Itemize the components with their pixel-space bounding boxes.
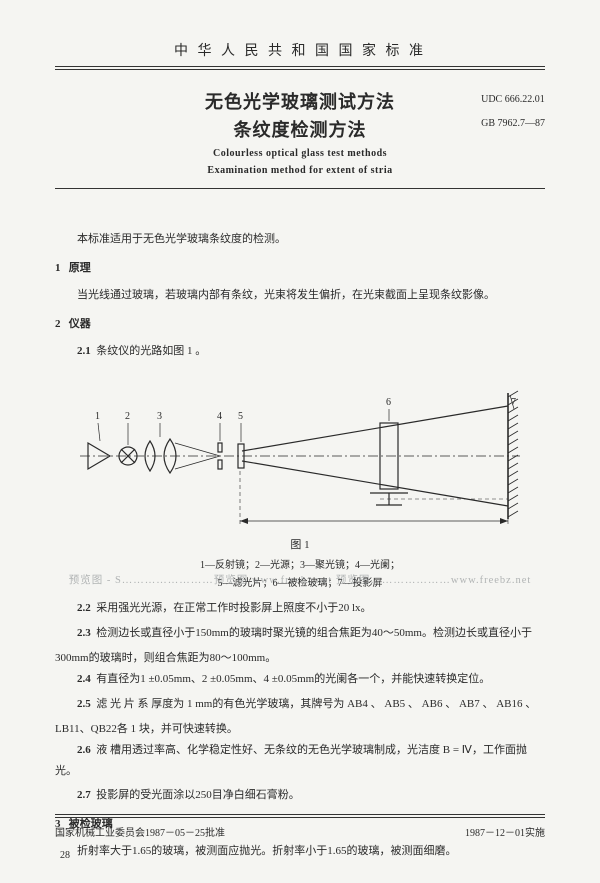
svg-text:5: 5	[238, 411, 243, 422]
footer-rule-thin	[55, 814, 545, 815]
sec2-num: 2	[55, 318, 61, 330]
sec2-4: 2.4 有直径为1 ±0.05mm、2 ±0.05mm、4 ±0.05mm的光阑…	[55, 669, 545, 690]
svg-text:4: 4	[217, 411, 222, 422]
footer-right: 1987－12－01实施	[465, 824, 545, 839]
p25-text: 滤 光 片 系 厚度为 1 mm的有色光学玻璃，其牌号为 AB4 、 AB5 、…	[96, 698, 536, 710]
section-1-heading: 1 原理	[55, 258, 545, 279]
svg-text:7: 7	[511, 397, 516, 408]
svg-text:1: 1	[95, 411, 100, 422]
intro-para: 本标准适用于无色光学玻璃条纹度的检测。	[55, 229, 545, 250]
sec1-num: 1	[55, 262, 61, 274]
sec2-title: 仪器	[69, 318, 91, 330]
svg-text:2: 2	[125, 411, 130, 422]
sec1-para: 当光线通过玻璃，若玻璃内部有条纹，光束将发生偏折，在光束截面上呈现条纹影像。	[55, 285, 545, 306]
rule-after-title	[55, 188, 545, 189]
sec2-7: 2.7 投影屏的受光面涂以250目净白细石膏粉。	[55, 785, 545, 806]
rule-thick	[55, 66, 545, 67]
rule-thin	[55, 69, 545, 70]
sec2-5b: LB11、QB22各 1 块，并可快速转换。	[55, 719, 545, 740]
figure-legend-1: 1—反射镜；2—光源；3—聚光镜；4—光阑；	[55, 558, 545, 574]
sec2-2: 2.2 采用强光光源，在正常工作时投影屏上照度不小于20 lx。	[55, 598, 545, 619]
sec2-3b: 300mm的玻璃时，则组合焦距为80～100mm。	[55, 648, 545, 669]
sec2-3: 2.3 检测边长或直径小于150mm的玻璃时聚光镜的组合焦距为40～50mm。检…	[55, 623, 545, 644]
p26-text: 液 槽用透过率高、化学稳定性好、无条纹的无色光学玻璃制成，光洁度 B = Ⅳ，工…	[55, 744, 527, 777]
title-en-line1: Colourless optical glass test methods	[55, 148, 545, 159]
p23-num: 2.3	[77, 627, 91, 639]
sec2-6: 2.6 液 槽用透过率高、化学稳定性好、无条纹的无色光学玻璃制成，光洁度 B =…	[55, 740, 545, 782]
p24-num: 2.4	[77, 673, 91, 685]
gb-code: GB 7962.7—87	[481, 112, 545, 136]
footer-left: 国家机械工业委员会1987－05－25批准	[55, 824, 225, 839]
figure-legend-2: 5—滤光片；6—被检玻璃；7—投影屏	[55, 576, 545, 592]
p21-num: 2.1	[77, 345, 91, 357]
p25-num: 2.5	[77, 698, 91, 710]
sec1-title: 原理	[69, 262, 91, 274]
p26-num: 2.6	[77, 744, 91, 756]
svg-text:3: 3	[157, 411, 162, 422]
title-cn-line1: 无色光学玻璃测试方法	[55, 88, 545, 114]
optical-diagram: 1 2 3 4 5 6 7	[70, 371, 530, 531]
sec2-5: 2.5 滤 光 片 系 厚度为 1 mm的有色光学玻璃，其牌号为 AB4 、 A…	[55, 694, 545, 715]
p22-num: 2.2	[77, 602, 91, 614]
nation-header: 中 华 人 民 共 和 国 国 家 标 准	[55, 40, 545, 60]
sec2-1: 2.1 条纹仪的光路如图 1 。	[55, 341, 545, 362]
svg-text:6: 6	[386, 397, 391, 408]
title-en-line2: Examination method for extent of stria	[55, 165, 545, 176]
p27-num: 2.7	[77, 789, 91, 801]
figure-caption: 图 1	[55, 535, 545, 556]
p22-text: 采用强光光源，在正常工作时投影屏上照度不小于20 lx。	[96, 602, 371, 614]
p21-text: 条纹仪的光路如图 1 。	[96, 345, 206, 357]
title-cn-line2: 条纹度检测方法	[55, 116, 545, 142]
figure-1: 1 2 3 4 5 6 7 图 1 1—反射镜；2—光源；3—聚光镜；4—光阑； 5—滤光片…	[55, 371, 545, 592]
p27-text: 投影屏的受光面涂以250目净白细石膏粉。	[96, 789, 300, 801]
footer: 国家机械工业委员会1987－05－25批准 1987－12－01实施	[55, 814, 545, 839]
title-block: 无色光学玻璃测试方法 条纹度检测方法 Colourless optical gl…	[55, 88, 545, 176]
p23-text: 检测边长或直径小于150mm的玻璃时聚光镜的组合焦距为40～50mm。检测边长或…	[96, 627, 532, 639]
udc-code: UDC 666.22.01	[481, 88, 545, 112]
section-2-heading: 2 仪器	[55, 314, 545, 335]
code-block: UDC 666.22.01 GB 7962.7—87	[481, 88, 545, 136]
body: 本标准适用于无色光学玻璃条纹度的检测。 1 原理 当光线通过玻璃，若玻璃内部有条…	[55, 229, 545, 862]
p24-text: 有直径为1 ±0.05mm、2 ±0.05mm、4 ±0.05mm的光阑各一个，…	[96, 673, 490, 685]
sec3-para: 折射率大于1.65的玻璃，被测面应抛光。折射率小于1.65的玻璃，被测面细磨。	[55, 841, 545, 862]
page-number: 28	[60, 850, 70, 861]
footer-rule-thick	[55, 817, 545, 818]
